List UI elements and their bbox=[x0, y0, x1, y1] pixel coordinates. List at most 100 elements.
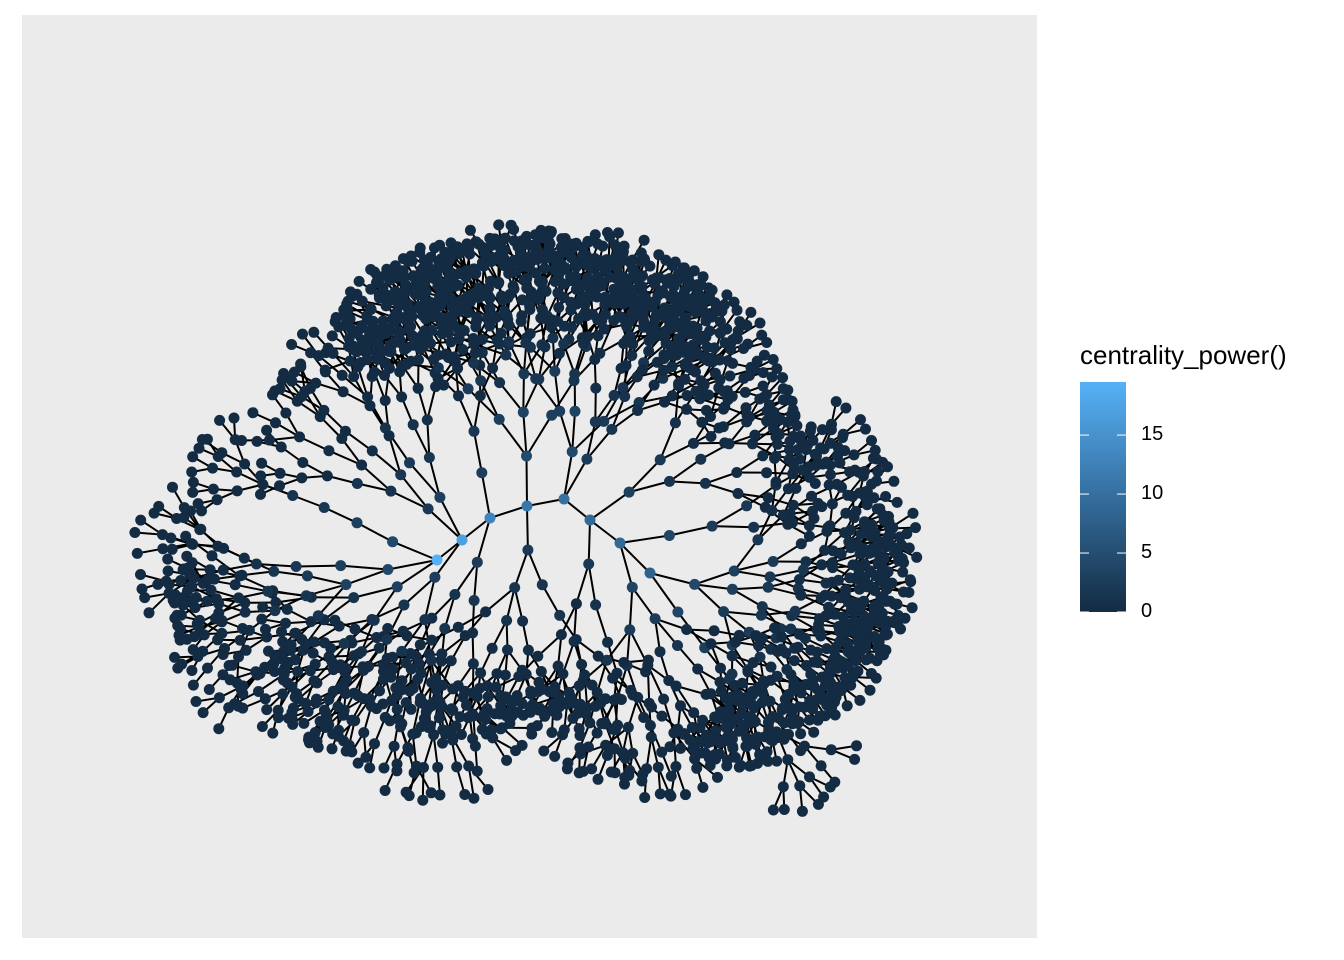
graph-node bbox=[231, 466, 243, 478]
graph-node bbox=[687, 365, 699, 376]
graph-node bbox=[815, 630, 827, 642]
graph-node bbox=[415, 692, 426, 704]
graph-edge bbox=[602, 387, 624, 422]
graph-node bbox=[806, 490, 817, 502]
graph-node bbox=[554, 405, 566, 417]
graph-node bbox=[129, 527, 141, 538]
graph-node bbox=[405, 250, 417, 262]
graph-node bbox=[451, 761, 463, 773]
graph-edge bbox=[723, 610, 762, 617]
graph-node bbox=[548, 698, 559, 710]
graph-node bbox=[348, 687, 360, 699]
graph-node bbox=[665, 770, 677, 782]
graph-node bbox=[498, 259, 510, 271]
graph-node bbox=[502, 292, 514, 304]
graph-node bbox=[834, 685, 846, 697]
graph-node bbox=[162, 565, 174, 577]
graph-node bbox=[664, 475, 675, 487]
graph-node bbox=[849, 653, 861, 665]
graph-edge bbox=[419, 660, 433, 699]
graph-node bbox=[557, 668, 569, 680]
legend-tick-label: 0 bbox=[1141, 600, 1153, 622]
graph-node bbox=[888, 598, 900, 610]
graph-node bbox=[595, 276, 607, 288]
graph-node bbox=[261, 704, 273, 716]
graph-node bbox=[340, 688, 352, 700]
graph-node bbox=[326, 330, 338, 342]
graph-node bbox=[247, 407, 259, 419]
graph-node bbox=[880, 629, 892, 641]
graph-node bbox=[356, 646, 368, 658]
graph-node bbox=[414, 639, 426, 651]
graph-node bbox=[573, 680, 585, 692]
graph-node bbox=[854, 694, 866, 706]
graph-edge bbox=[659, 442, 694, 461]
graph-node bbox=[593, 260, 605, 272]
graph-node bbox=[558, 278, 570, 290]
graph-node bbox=[425, 654, 437, 666]
graph-node bbox=[448, 351, 460, 363]
graph-node bbox=[639, 291, 651, 303]
graph-node bbox=[496, 722, 508, 734]
graph-node bbox=[863, 547, 875, 559]
graph-node bbox=[356, 295, 368, 307]
graph-edge bbox=[525, 414, 553, 457]
graph-node bbox=[640, 299, 651, 311]
graph-node bbox=[870, 453, 882, 465]
graph-node bbox=[714, 316, 726, 328]
graph-node bbox=[658, 329, 670, 341]
graph-node bbox=[767, 354, 779, 365]
graph-node bbox=[601, 654, 613, 666]
graph-node bbox=[794, 780, 806, 792]
graph-node bbox=[429, 571, 441, 583]
graph-node bbox=[558, 493, 570, 505]
graph-node bbox=[412, 382, 424, 394]
graph-node bbox=[402, 298, 414, 310]
graph-edge bbox=[223, 563, 257, 572]
graph-node bbox=[658, 364, 669, 376]
graph-node bbox=[535, 666, 547, 677]
graph-node bbox=[845, 605, 857, 617]
graph-node bbox=[500, 349, 512, 361]
graph-node bbox=[477, 241, 489, 253]
graph-node bbox=[877, 564, 888, 576]
graph-node bbox=[699, 477, 711, 489]
graph-edge bbox=[672, 732, 677, 767]
graph-node bbox=[829, 608, 841, 620]
graph-node bbox=[788, 655, 800, 667]
graph-node bbox=[536, 304, 548, 316]
graph-node bbox=[173, 629, 185, 641]
graph-node bbox=[456, 534, 468, 546]
graph-node bbox=[639, 255, 651, 267]
graph-edge bbox=[426, 386, 437, 421]
graph-node bbox=[319, 637, 331, 649]
graph-node bbox=[480, 606, 492, 618]
graph-node bbox=[866, 435, 877, 446]
graph-edge bbox=[594, 388, 597, 422]
graph-node bbox=[703, 282, 715, 294]
graph-edge bbox=[328, 449, 363, 466]
graph-edge bbox=[307, 574, 347, 586]
graph-edge bbox=[340, 564, 388, 571]
graph-node bbox=[256, 457, 268, 469]
graph-node bbox=[476, 333, 488, 345]
graph-node bbox=[286, 339, 298, 350]
graph-node bbox=[404, 457, 415, 469]
graph-edge bbox=[712, 525, 754, 529]
graph-node bbox=[405, 703, 417, 715]
graph-node bbox=[584, 717, 596, 729]
graph-node bbox=[706, 311, 718, 323]
graph-node bbox=[530, 373, 542, 385]
graph-node bbox=[842, 596, 854, 608]
graph-node bbox=[590, 599, 602, 611]
graph-edge bbox=[757, 514, 785, 541]
graph-edge bbox=[563, 458, 588, 500]
graph-edge bbox=[558, 410, 574, 452]
graph-node bbox=[750, 630, 762, 642]
graph-node bbox=[318, 502, 330, 513]
graph-node bbox=[586, 763, 598, 775]
graph-node bbox=[381, 633, 393, 645]
graph-node bbox=[549, 750, 561, 762]
graph-edge bbox=[628, 587, 634, 630]
graph-node bbox=[517, 406, 529, 418]
